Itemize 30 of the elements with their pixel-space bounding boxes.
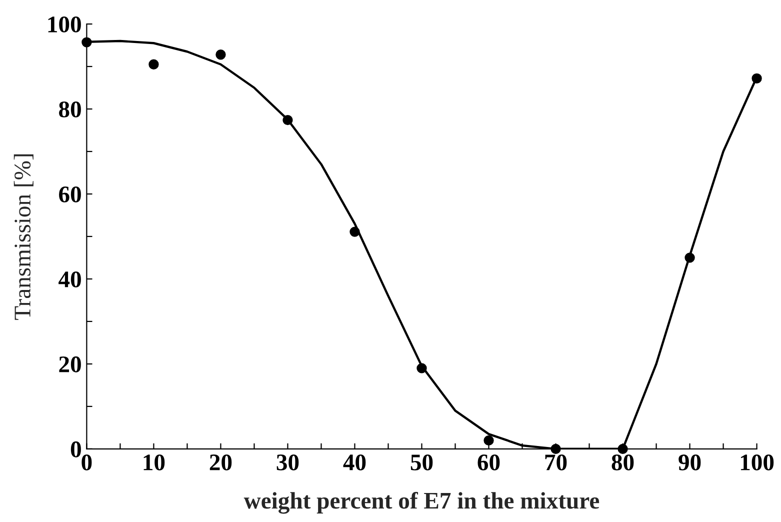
point	[416, 363, 427, 374]
y-tick-label: 100	[48, 16, 81, 32]
x-tick-label: 20	[210, 454, 232, 470]
x-tick-label: 0	[82, 454, 92, 470]
point	[216, 50, 226, 60]
x-tick-label: 40	[343, 454, 366, 470]
point	[684, 252, 695, 263]
x-tick-label: 90	[678, 454, 701, 470]
point	[350, 226, 360, 237]
y-axis-title: Transmission [%]	[14, 154, 34, 320]
point	[752, 73, 762, 84]
point	[82, 37, 92, 48]
x-tick-label: 100	[740, 454, 774, 470]
y-tick-label: 0	[70, 441, 81, 458]
x-axis-title: weight percent of E7 in the mixture	[244, 492, 600, 514]
y-tick-label: 40	[58, 271, 81, 288]
point	[618, 444, 628, 454]
x-tick-label: 60	[478, 454, 500, 470]
point	[148, 59, 159, 70]
point	[484, 435, 494, 446]
x-tick-label: 30	[276, 454, 299, 470]
x-tick-label: 80	[612, 454, 634, 470]
point	[282, 114, 293, 126]
y-tick-label: 80	[59, 101, 81, 118]
point	[550, 444, 561, 454]
x-tick-label: 10	[144, 454, 165, 470]
x-tick-label: 50	[410, 454, 433, 470]
y-tick-label: 20	[59, 356, 81, 372]
y-tick-label: 60	[59, 186, 81, 202]
x-tick-label: 70	[545, 454, 567, 470]
